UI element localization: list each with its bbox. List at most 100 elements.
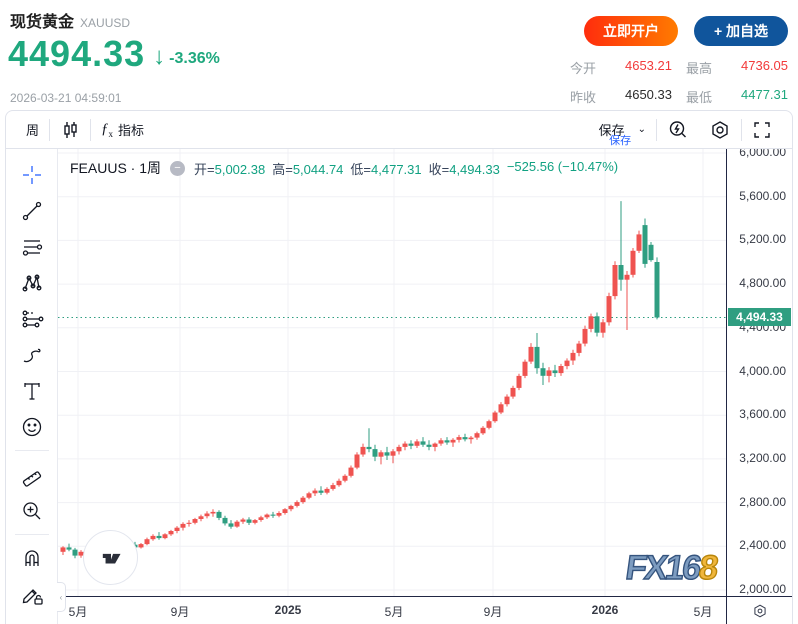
- open-account-button[interactable]: 立即开户: [584, 16, 678, 46]
- price-tick-label: 2,000.00: [739, 582, 786, 596]
- stat-prevclose-value: 4650.33: [624, 87, 672, 102]
- legend-collapse-button[interactable]: −: [170, 160, 186, 176]
- stat-high-label: 最高: [685, 61, 712, 76]
- price-tick-label: 3,600.00: [739, 407, 786, 422]
- price-tick-label: 5,200.00: [739, 232, 786, 247]
- legend-ohlc-item: 收=4,494.33: [428, 161, 500, 177]
- price-tick-label: 2,800.00: [739, 494, 786, 509]
- price-tick-label: 3,200.00: [739, 450, 786, 465]
- add-watchlist-button[interactable]: + 加自选: [694, 16, 788, 46]
- legend-ohlc-item: 低=4,477.31: [350, 161, 422, 177]
- stat-low-value: 4477.31: [741, 87, 788, 102]
- sidebar-collapse-handle[interactable]: ‹: [57, 582, 66, 612]
- chart-toolbar: 周 ƒx 指标 保存 保存 ⌄: [6, 111, 792, 149]
- save-button[interactable]: 保存 保存 ⌄: [589, 111, 656, 148]
- time-tick-label: 9月: [483, 605, 503, 619]
- tradingview-glyph: [102, 553, 121, 563]
- indicators-label: 指标: [118, 123, 145, 138]
- tool-magnet[interactable]: [15, 543, 49, 574]
- price-row: 4494.33 ↓ -3.36%: [8, 33, 220, 75]
- chart-legend: FEAUUS · 1周 − 开=5,002.38 高=5,044.74 低=4,47…: [70, 158, 618, 178]
- price-tick-label: 4,800.00: [739, 276, 786, 291]
- sidebar-separator: [14, 534, 49, 535]
- price-tick-label: 2,400.00: [739, 538, 786, 553]
- interval-button[interactable]: 周: [16, 111, 49, 148]
- crosshair-icon: [22, 165, 41, 184]
- price-tick-label: 5,600.00: [739, 188, 786, 203]
- stat-open-label: 今开: [569, 61, 596, 76]
- quote-header: 现货黄金 XAUUSD 4494.33 ↓ -3.36% 2026-03-21 0…: [0, 0, 798, 110]
- tradingview-logo[interactable]: [83, 530, 138, 585]
- tool-ruler[interactable]: [15, 459, 49, 490]
- zoom-in-icon: [22, 501, 40, 519]
- magnet-icon: [24, 549, 39, 566]
- tool-text[interactable]: [15, 375, 49, 406]
- fullscreen-button[interactable]: [742, 111, 782, 148]
- sidebar-separator: [14, 450, 49, 451]
- chart-plot-area[interactable]: FEAUUS · 1周 − 开=5,002.38 高=5,044.74 低=4,47…: [58, 149, 726, 596]
- candlestick-chart[interactable]: [58, 149, 726, 596]
- chart-style-button[interactable]: [50, 111, 90, 148]
- emoji-icon: [22, 417, 41, 436]
- instrument-name: 现货黄金: [10, 14, 75, 31]
- fullscreen-icon: [754, 121, 770, 138]
- chevron-down-icon: ⌄: [637, 124, 646, 135]
- time-axis-labels: 5月 9月 2025 5月 9月 2026 5月: [58, 597, 726, 624]
- instrument-title-row: 现货黄金 XAUUSD: [10, 8, 130, 32]
- price-tick-label: 4,000.00: [739, 363, 786, 378]
- tool-lock-drawings[interactable]: [15, 579, 49, 610]
- snapshot-button[interactable]: [657, 111, 699, 148]
- toolbar-separator: [90, 118, 92, 141]
- fx168-watermark: FX168: [623, 548, 720, 588]
- time-tick-label: 9月: [170, 605, 190, 619]
- fib-retracement-icon: [22, 239, 42, 256]
- tool-trend-line[interactable]: [15, 195, 49, 226]
- time-tick-label: 5月: [68, 605, 88, 619]
- time-tick-label: 2025: [274, 603, 302, 617]
- pencil-lock-icon: [22, 588, 43, 605]
- current-price-label: 4,494.33: [728, 308, 791, 327]
- tool-xabcd-pattern[interactable]: [15, 267, 49, 298]
- brush-icon: [23, 348, 41, 362]
- drawing-toolbar: ‹: [6, 149, 66, 624]
- tool-emoji[interactable]: [15, 411, 49, 442]
- stat-low-label: 最低: [685, 90, 712, 105]
- stat-open-value: 4653.21: [624, 58, 672, 73]
- axis-settings-corner[interactable]: [726, 597, 792, 624]
- last-price: 4494.33: [8, 33, 146, 74]
- candles-style-icon: [64, 121, 77, 138]
- interval-label: 周: [26, 123, 40, 138]
- legend-ohlc: 开=5,002.38 高=5,044.74 低=4,477.31 收=4,494.33…: [194, 159, 618, 178]
- forecast-icon: [22, 310, 43, 327]
- axis-gear-icon: [753, 604, 766, 617]
- indicators-button[interactable]: ƒx 指标: [91, 111, 154, 148]
- stat-high-value: 4736.05: [741, 58, 788, 73]
- price-axis[interactable]: 4,494.33 6,000.00 5,600.00 5,200.00 4,800.0…: [726, 149, 792, 596]
- toolbar-separator: [656, 118, 657, 141]
- stat-prevclose-label: 昨收: [569, 90, 596, 105]
- fx-indicator-icon: ƒx: [101, 120, 114, 139]
- tool-crosshair[interactable]: [15, 159, 49, 190]
- fx168-watermark-blue: FX16: [623, 548, 703, 587]
- price-tick-label: 6,000.00: [739, 149, 786, 159]
- tool-fib-retracement[interactable]: [15, 231, 49, 262]
- tool-zoom-in[interactable]: [15, 495, 49, 526]
- quote-stats: 今开 4653.21 最高 4736.05 昨收 4650.33 最低 4477…: [570, 58, 788, 106]
- chart-settings-button[interactable]: [699, 111, 741, 148]
- trend-line-icon: [22, 201, 41, 220]
- tool-brush[interactable]: [15, 339, 49, 370]
- time-axis[interactable]: 5月 9月 2025 5月 9月 2026 5月: [58, 596, 792, 624]
- quote-timestamp: 2026-03-21 04:59:01: [10, 91, 122, 105]
- ruler-icon: [22, 470, 41, 487]
- change-percent: -3.36%: [169, 50, 220, 67]
- camera-flash-icon: [669, 120, 686, 137]
- toolbar-separator: [741, 118, 742, 141]
- down-arrow-icon: ↓: [153, 43, 166, 70]
- save-label: 保存: [598, 123, 625, 138]
- chart-main: FEAUUS · 1周 − 开=5,002.38 高=5,044.74 低=4,47…: [58, 149, 792, 624]
- gear-icon: [712, 120, 728, 139]
- chart-body: ‹ FEAUUS · 1周 − 开=5,002.38 高=5,044.74 低=4,…: [6, 149, 792, 624]
- tool-forecast[interactable]: [15, 303, 49, 334]
- chart-widget: 周 ƒx 指标 保存 保存 ⌄: [5, 110, 793, 624]
- toolbar-separator: [49, 118, 51, 141]
